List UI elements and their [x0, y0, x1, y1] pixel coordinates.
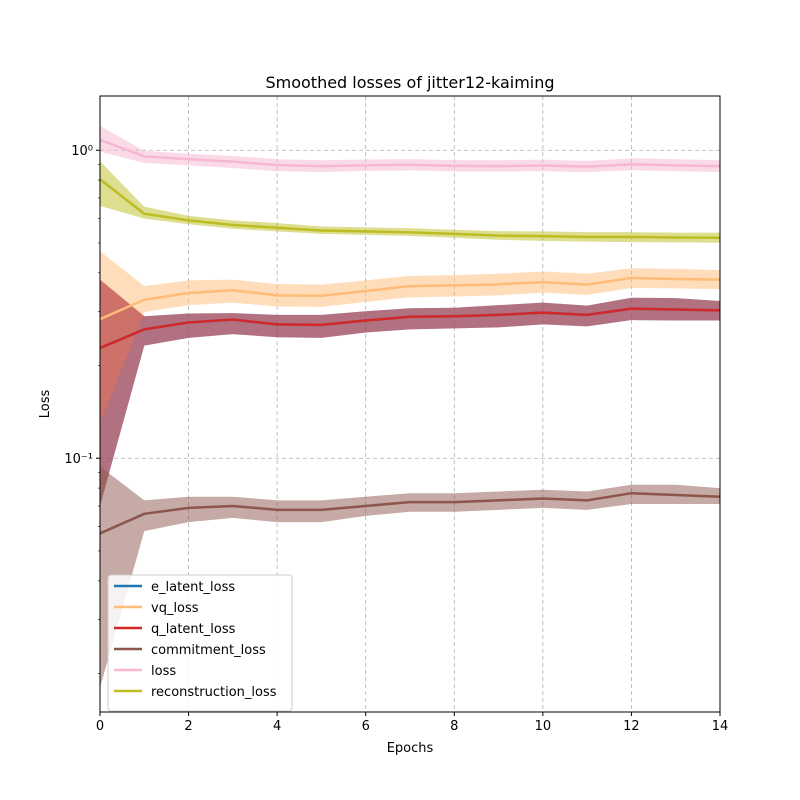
legend-entry: loss [151, 664, 176, 679]
band-reconstruction_loss [100, 161, 720, 243]
line-commitment_loss [99, 491, 721, 535]
x-tick-label: 10 [535, 719, 552, 734]
band-commitment_loss [100, 466, 720, 688]
plot-frame [99, 95, 721, 713]
series-lines [99, 138, 721, 535]
confidence-bands [100, 125, 720, 688]
band-loss [100, 125, 720, 173]
legend-entry: reconstruction_loss [151, 685, 277, 700]
legend-entry: e_latent_loss [151, 580, 235, 595]
y-tick-label: 10⁰ [71, 144, 93, 159]
x-tick-label: 14 [712, 719, 729, 734]
y-tick-label: 10⁻¹ [64, 452, 93, 467]
legend-entry: commitment_loss [151, 643, 266, 658]
y-axis-label: Loss [38, 390, 53, 419]
band-vq_loss [100, 251, 720, 424]
line-vq_loss [99, 276, 721, 321]
x-axis-label: Epochs [387, 741, 434, 756]
x-tick-label: 8 [450, 719, 458, 734]
legend-entry: q_latent_loss [151, 622, 236, 637]
legend: e_latent_loss vq_loss q_latent_losscommitm… [107, 574, 293, 712]
x-tick-label: 6 [362, 719, 370, 734]
band-q_latent_loss [100, 279, 720, 506]
chart-title: Smoothed losses of jitter12-kaiming [265, 73, 554, 92]
y-axis-ticks: 10⁻¹ 10⁰ [64, 144, 100, 674]
legend-entry: vq_loss [151, 601, 199, 616]
x-tick-label: 0 [96, 719, 104, 734]
line-loss [99, 138, 721, 168]
x-tick-label: 4 [273, 719, 281, 734]
x-tick-label: 2 [184, 719, 192, 734]
x-axis-ticks: 0 2 4 6 8 10 12 14 [96, 712, 728, 734]
line-reconstruction_loss [99, 178, 721, 239]
legend-box [107, 574, 293, 712]
x-tick-label: 12 [623, 719, 640, 734]
line-q_latent_loss [99, 307, 721, 350]
